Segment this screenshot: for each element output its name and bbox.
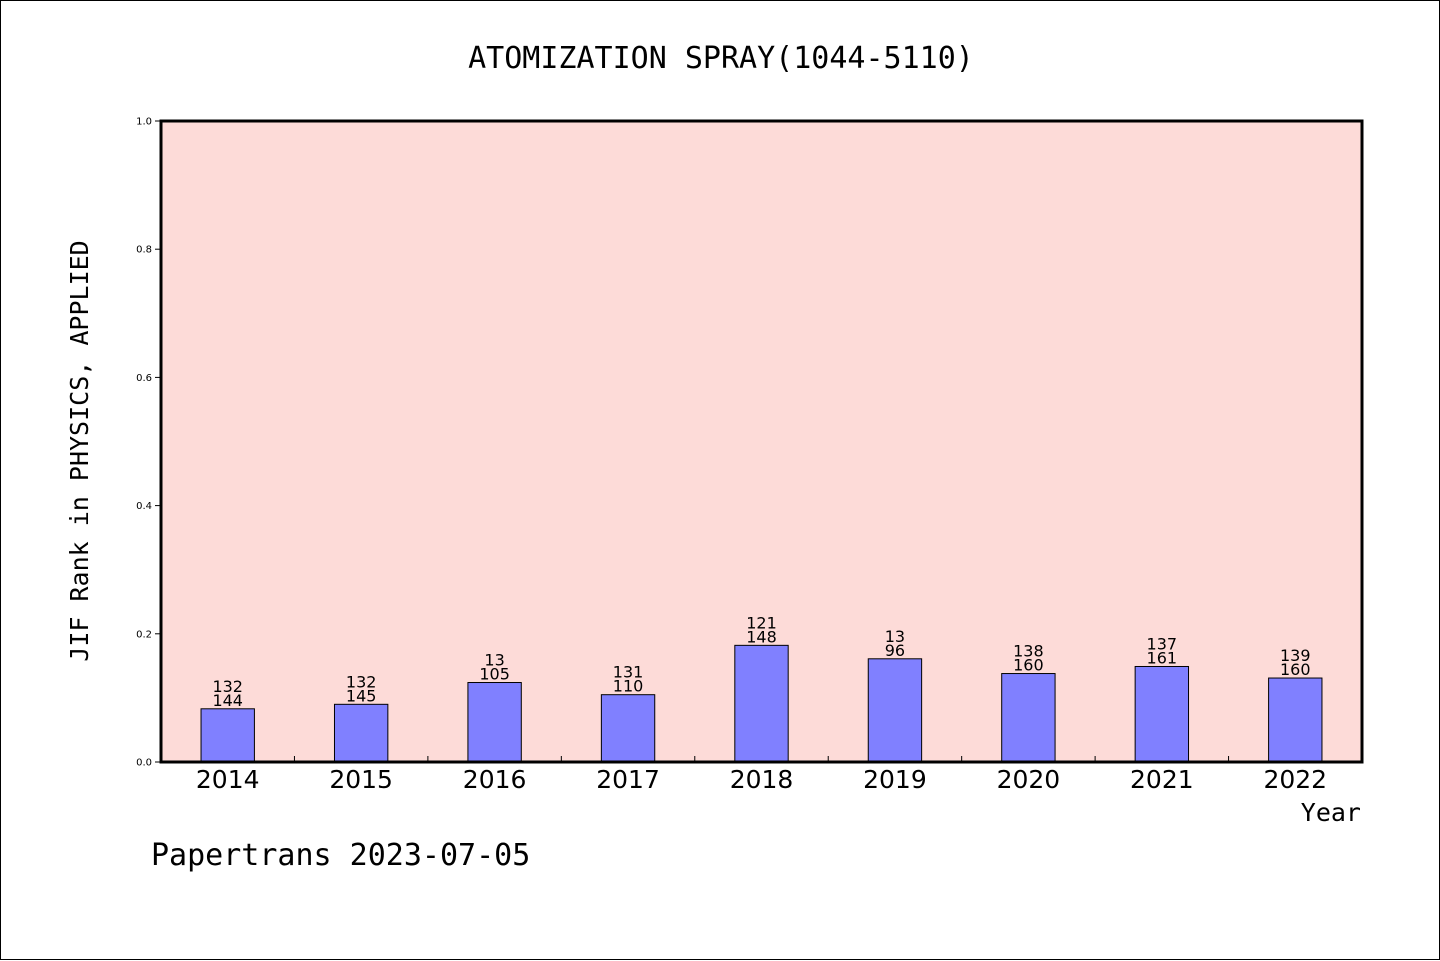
data-label-bottom: 160 [1280,660,1311,679]
x-tick-label: 2018 [730,765,794,794]
x-tick-label: 2022 [1263,765,1327,794]
data-label-top: 13 [885,627,905,646]
data-label-bottom: 161 [1147,648,1178,667]
bar-2021 [1134,665,1190,763]
bar-2018 [734,644,789,763]
y-tick-label: 1.0 [136,117,152,128]
bar-2019 [867,658,923,763]
data-label-bottom: 160 [1013,656,1044,675]
plot-border [159,119,1364,764]
y-tick-label: 0.8 [136,245,152,256]
data-label-top: 139 [1280,646,1311,665]
data-label-top: 132 [346,672,377,691]
data-label-bottom: 105 [479,665,510,684]
x-tick-label: 2021 [1130,765,1194,794]
y-tick-label: 0.6 [136,373,152,384]
bar-2020 [1001,673,1056,763]
data-label-top: 138 [1013,642,1044,661]
x-tick-label: 2020 [997,765,1061,794]
bar-2022 [1268,677,1323,763]
x-tick-label: 2015 [329,765,393,794]
data-label-bottom: 96 [885,641,905,660]
chart-title: ATOMIZATION SPRAY(1044-5110) [468,41,974,76]
y-axis-label: JIF Rank in PHYSICS, APPLIED [65,240,94,661]
y-tick-label: 0.0 [136,758,152,769]
x-tick-label: 2019 [863,765,927,794]
bar-2016 [467,682,522,763]
data-label-top: 13 [484,651,504,670]
x-tick-label: 2017 [596,765,660,794]
data-label-bottom: 144 [212,691,243,710]
bar-2017 [600,694,656,763]
y-tick-label: 0.4 [136,501,152,512]
x-tick-label: 2016 [463,765,527,794]
bar-2014 [200,708,255,763]
y-tick-label: 0.2 [136,629,152,640]
x-tick-label: 2014 [196,765,260,794]
data-label-bottom: 145 [346,686,377,705]
data-label-top: 132 [212,677,243,696]
footer-watermark: Papertrans 2023-07-05 [151,838,530,873]
data-label-top: 131 [613,663,644,682]
bar-2015 [333,703,389,763]
data-label-bottom: 148 [746,627,777,646]
data-label-bottom: 110 [613,677,644,696]
data-label-top: 121 [746,613,777,632]
x-axis-label: Year [1301,798,1361,827]
data-label-top: 137 [1147,634,1178,653]
